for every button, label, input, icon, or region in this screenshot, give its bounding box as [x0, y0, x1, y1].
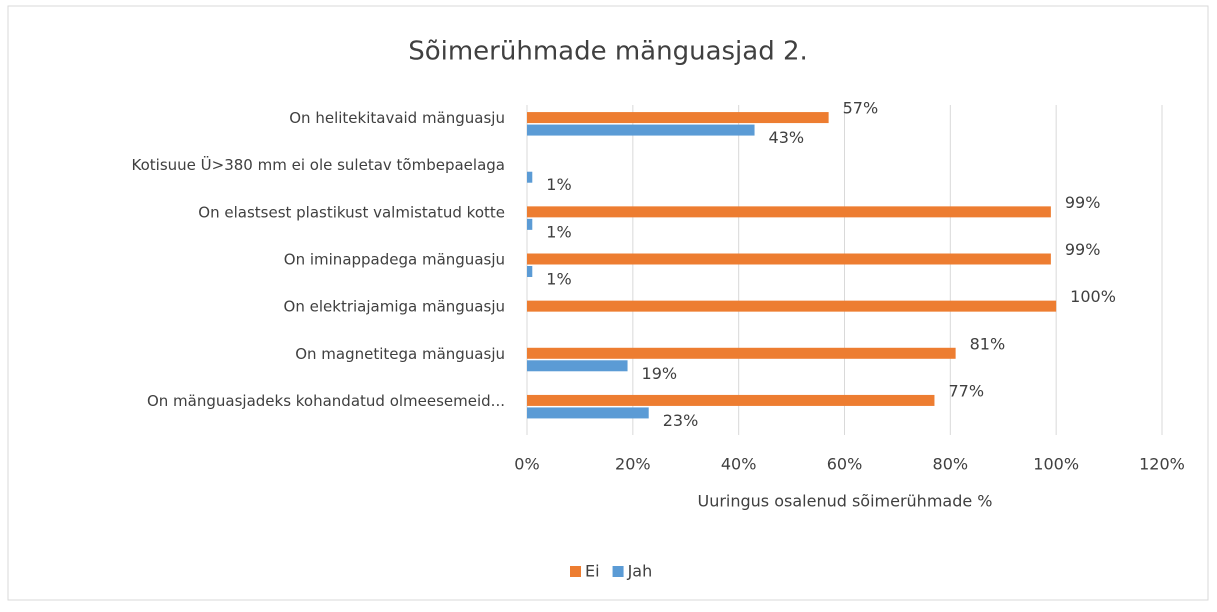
y-tick-label: On elastsest plastikust valmistatud kott… — [198, 203, 505, 221]
bar — [527, 347, 956, 359]
value-label: 81% — [970, 334, 1006, 353]
value-label: 1% — [546, 270, 571, 289]
y-tick-label: On elektriajamiga mänguasju — [284, 298, 505, 316]
value-label: 1% — [546, 222, 571, 241]
bar — [527, 112, 829, 124]
bar — [527, 253, 1051, 265]
legend-swatch — [612, 566, 624, 577]
bar — [527, 300, 1057, 312]
value-label: 23% — [663, 411, 699, 430]
value-label: 57% — [843, 99, 879, 118]
y-tick-label: On mänguasjadeks kohandatud olmeesemeid.… — [147, 392, 505, 410]
y-tick-label: On helitekitavaid mänguasju — [289, 109, 505, 127]
value-label: 100% — [1070, 287, 1116, 306]
legend-label: Jah — [627, 562, 653, 581]
x-axis-title: Uuringus osalenud sõimerühmade % — [697, 492, 992, 511]
y-tick-label: On magnetitega mänguasju — [295, 345, 505, 363]
x-tick-label: 100% — [1033, 455, 1079, 474]
legend-swatch — [570, 566, 581, 577]
x-tick-label: 0% — [514, 455, 539, 474]
bar — [527, 407, 649, 419]
bar — [527, 394, 935, 406]
x-tick-label: 20% — [615, 455, 651, 474]
value-label: 19% — [642, 364, 678, 383]
legend-label: Ei — [585, 562, 600, 581]
value-label: 99% — [1065, 193, 1101, 212]
value-label: 43% — [769, 128, 805, 147]
value-label: 99% — [1065, 240, 1101, 259]
bar — [527, 171, 533, 183]
bar — [527, 206, 1051, 218]
value-label: 1% — [546, 175, 571, 194]
x-tick-label: 40% — [721, 455, 757, 474]
x-tick-label: 120% — [1139, 455, 1185, 474]
bar — [527, 124, 755, 136]
y-tick-label: Kotisuue Ü>380 mm ei ole suletav tõmbepa… — [132, 155, 505, 174]
y-tick-label: On iminappadega mänguasju — [284, 251, 505, 269]
x-tick-label: 60% — [827, 455, 863, 474]
x-tick-label: 80% — [933, 455, 969, 474]
bar — [527, 266, 533, 277]
value-label: 77% — [948, 381, 984, 400]
bar — [527, 360, 628, 372]
chart-title: Sõimerühmade mänguasjad 2. — [408, 37, 808, 67]
bar — [527, 218, 533, 230]
